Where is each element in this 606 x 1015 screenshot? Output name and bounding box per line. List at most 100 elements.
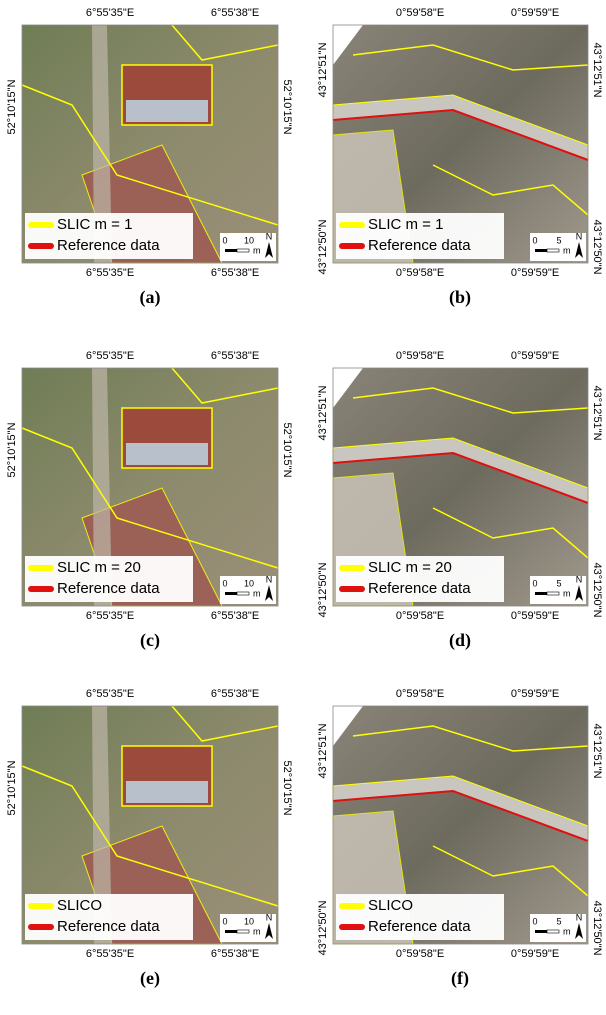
caption: (a) <box>140 287 161 308</box>
scale-bar-black <box>535 592 547 595</box>
scale-label: 0 <box>532 235 537 245</box>
legend-label: SLICO <box>368 897 413 914</box>
legend-label: Reference data <box>368 918 471 935</box>
caption: (d) <box>449 630 471 651</box>
scale-unit: m <box>563 588 571 598</box>
top-coordinate: 6°55'38"E <box>211 7 259 19</box>
legend-label: SLICO <box>57 897 102 914</box>
left-coordinate: 43°12'51"N <box>317 42 329 97</box>
top-coordinate: 0°59'58"E <box>396 350 444 362</box>
legend-label: Reference data <box>368 580 471 597</box>
left-coordinate: 43°12'51"N <box>317 723 329 778</box>
figure: 6°55'35"E 6°55'38"E 6°55'35"E 6°55'38"E 52°1… <box>0 0 606 1015</box>
left-coordinate: 52°10'15"N <box>6 79 18 134</box>
bottom-coordinate: 0°59'58"E <box>396 267 444 279</box>
right-coordinate: 43°12'50"N <box>591 562 603 617</box>
legend-label: SLIC m = 1 <box>57 216 132 233</box>
solar-panels <box>126 781 208 803</box>
scale-bar-white <box>237 592 249 595</box>
scale-unit: m <box>563 245 571 255</box>
bottom-coordinate: 6°55'38"E <box>211 267 259 279</box>
left-coordinate: 43°12'50"N <box>317 219 329 274</box>
bottom-coordinate: 0°59'59"E <box>511 948 559 960</box>
caption: (c) <box>140 630 160 651</box>
north-label: N <box>266 912 273 922</box>
scale-label: 0 <box>532 916 537 926</box>
scale-bar-black <box>535 249 547 252</box>
top-coordinate: 0°59'58"E <box>396 7 444 19</box>
solar-panels <box>126 443 208 465</box>
scale-bar-white <box>547 249 559 252</box>
left-coordinate: 43°12'50"N <box>317 900 329 955</box>
north-label: N <box>266 574 273 584</box>
scale-label: 10 <box>244 578 254 588</box>
scale-label: 0 <box>532 578 537 588</box>
top-coordinate: 6°55'35"E <box>86 7 134 19</box>
bottom-coordinate: 0°59'58"E <box>396 610 444 622</box>
left-coordinate: 43°12'50"N <box>317 562 329 617</box>
right-coordinate: 43°12'51"N <box>591 723 603 778</box>
top-coordinate: 0°59'59"E <box>511 688 559 700</box>
left-coordinate: 52°10'15"N <box>6 422 18 477</box>
scale-bar-black <box>225 249 237 252</box>
bottom-coordinate: 6°55'38"E <box>211 610 259 622</box>
legend-label: SLIC m = 1 <box>368 216 443 233</box>
scale-label: 5 <box>556 235 561 245</box>
caption: (b) <box>449 287 471 308</box>
scale-bar-black <box>225 592 237 595</box>
top-coordinate: 6°55'38"E <box>211 688 259 700</box>
scale-label: 0 <box>222 578 227 588</box>
north-label: N <box>576 574 583 584</box>
bottom-coordinate: 0°59'59"E <box>511 610 559 622</box>
right-coordinate: 43°12'51"N <box>591 385 603 440</box>
top-coordinate: 6°55'35"E <box>86 688 134 700</box>
north-label: N <box>266 231 273 241</box>
right-coordinate: 52°10'15"N <box>281 422 293 477</box>
bottom-coordinate: 6°55'35"E <box>86 610 134 622</box>
legend-label: SLIC m = 20 <box>368 559 452 576</box>
scale-bar-white <box>237 930 249 933</box>
scale-bar-black <box>225 930 237 933</box>
legend-label: SLIC m = 20 <box>57 559 141 576</box>
top-coordinate: 0°59'59"E <box>511 7 559 19</box>
north-label: N <box>576 231 583 241</box>
scale-bar-white <box>547 930 559 933</box>
right-coordinate: 43°12'50"N <box>591 900 603 955</box>
scale-label: 10 <box>244 916 254 926</box>
north-label: N <box>576 912 583 922</box>
scale-label: 0 <box>222 916 227 926</box>
scale-label: 0 <box>222 235 227 245</box>
scale-label: 10 <box>244 235 254 245</box>
scale-bar-white <box>547 592 559 595</box>
scale-unit: m <box>253 588 261 598</box>
right-coordinate: 52°10'15"N <box>281 760 293 815</box>
caption: (f) <box>451 968 469 989</box>
legend-label: Reference data <box>57 580 160 597</box>
caption: (e) <box>140 968 160 989</box>
top-coordinate: 0°59'58"E <box>396 688 444 700</box>
top-coordinate: 0°59'59"E <box>511 350 559 362</box>
right-coordinate: 43°12'51"N <box>591 42 603 97</box>
bottom-coordinate: 6°55'35"E <box>86 948 134 960</box>
bottom-coordinate: 6°55'35"E <box>86 267 134 279</box>
left-coordinate: 52°10'15"N <box>6 760 18 815</box>
bottom-coordinate: 6°55'38"E <box>211 948 259 960</box>
scale-unit: m <box>253 926 261 936</box>
bottom-coordinate: 0°59'59"E <box>511 267 559 279</box>
top-coordinate: 6°55'38"E <box>211 350 259 362</box>
left-coordinate: 43°12'51"N <box>317 385 329 440</box>
legend-label: Reference data <box>57 237 160 254</box>
scale-label: 5 <box>556 578 561 588</box>
solar-panels <box>126 100 208 122</box>
scale-label: 5 <box>556 916 561 926</box>
right-coordinate: 43°12'50"N <box>591 219 603 274</box>
top-coordinate: 6°55'35"E <box>86 350 134 362</box>
right-coordinate: 52°10'15"N <box>281 79 293 134</box>
scale-bar-black <box>535 930 547 933</box>
bottom-coordinate: 0°59'58"E <box>396 948 444 960</box>
legend-label: Reference data <box>368 237 471 254</box>
scale-unit: m <box>253 245 261 255</box>
legend-label: Reference data <box>57 918 160 935</box>
scale-bar-white <box>237 249 249 252</box>
scale-unit: m <box>563 926 571 936</box>
